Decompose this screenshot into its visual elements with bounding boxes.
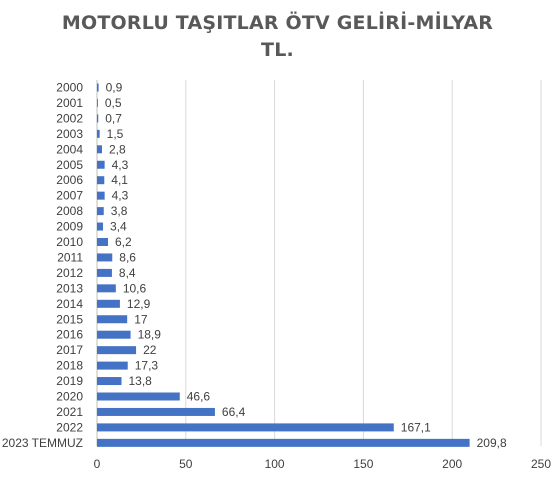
- category-label-12: 2012: [56, 266, 83, 280]
- bar-2004: [97, 145, 102, 154]
- value-label-6: 4,1: [111, 173, 128, 187]
- bar-2005: [97, 160, 105, 169]
- value-label-1: 0,5: [105, 96, 122, 110]
- value-label-16: 18,9: [138, 328, 162, 342]
- category-label-17: 2017: [56, 343, 83, 357]
- bar-2002: [97, 114, 99, 123]
- category-label-5: 2005: [56, 158, 83, 172]
- bar-2013: [97, 284, 116, 293]
- x-tick-label-1: 50: [179, 457, 193, 471]
- value-label-22: 167,1: [401, 420, 431, 434]
- value-label-21: 66,4: [222, 405, 246, 419]
- bar-2023-temmuz: [97, 438, 470, 447]
- category-label-6: 2006: [56, 173, 83, 187]
- value-label-14: 12,9: [127, 297, 151, 311]
- category-label-14: 2014: [56, 297, 83, 311]
- bar-2010: [97, 238, 109, 246]
- category-label-21: 2021: [56, 405, 83, 419]
- value-label-13: 10,6: [123, 281, 147, 295]
- bar-2012: [97, 268, 112, 277]
- bar-2021: [97, 407, 215, 416]
- category-label-20: 2020: [56, 390, 83, 404]
- value-label-12: 8,4: [119, 266, 136, 280]
- category-label-10: 2010: [56, 235, 83, 249]
- bar-2003: [97, 129, 100, 138]
- category-label-7: 2007: [56, 189, 83, 203]
- bar-2001: [97, 98, 98, 107]
- bar-2022: [97, 423, 394, 432]
- value-label-5: 4,3: [112, 158, 129, 172]
- category-label-18: 2018: [56, 359, 83, 373]
- value-label-0: 0,9: [106, 81, 123, 95]
- value-label-8: 3,8: [111, 204, 128, 218]
- bar-2007: [97, 191, 105, 200]
- x-tick-label-4: 200: [442, 457, 462, 471]
- category-label-16: 2016: [56, 328, 83, 342]
- bar-2017: [97, 346, 137, 355]
- x-tick-label-5: 250: [531, 457, 551, 471]
- bar-2009: [97, 222, 104, 231]
- category-label-13: 2013: [56, 281, 83, 295]
- x-tick-label-3: 150: [353, 457, 373, 471]
- bar-2018: [97, 361, 128, 370]
- value-label-11: 8,6: [119, 250, 136, 264]
- x-tick-label-0: 0: [94, 457, 101, 471]
- value-label-18: 17,3: [135, 359, 159, 373]
- value-label-19: 13,8: [129, 374, 153, 388]
- chart-title-line-1: MOTORLU TAŞITLAR ÖTV GELİRİ-MİLYAR: [61, 12, 494, 34]
- value-label-9: 3,4: [110, 220, 127, 234]
- bar-2020: [97, 392, 180, 401]
- category-label-19: 2019: [56, 374, 83, 388]
- category-label-15: 2015: [56, 312, 83, 326]
- x-tick-label-2: 100: [265, 457, 285, 471]
- category-label-8: 2008: [56, 204, 83, 218]
- bar-2016: [97, 330, 131, 339]
- bar-2014: [97, 299, 120, 308]
- bar-2000: [97, 83, 99, 92]
- bar-2011: [97, 253, 113, 262]
- value-label-17: 22: [143, 343, 157, 357]
- bar-2006: [97, 176, 105, 185]
- category-label-9: 2009: [56, 220, 83, 234]
- category-label-2: 2002: [56, 111, 83, 125]
- chart-title-line-2: TL.: [261, 39, 294, 61]
- value-label-15: 17: [134, 312, 148, 326]
- value-label-2: 0,7: [105, 111, 122, 125]
- value-label-7: 4,3: [112, 189, 129, 203]
- category-label-1: 2001: [56, 96, 83, 110]
- value-label-3: 1,5: [107, 127, 124, 141]
- value-label-23: 209,8: [477, 436, 507, 450]
- category-label-4: 2004: [56, 142, 83, 156]
- bar-2015: [97, 315, 128, 324]
- value-label-10: 6,2: [115, 235, 132, 249]
- category-label-11: 2011: [57, 250, 83, 264]
- value-label-4: 2,8: [109, 142, 126, 156]
- value-label-20: 46,6: [187, 390, 211, 404]
- category-label-22: 2022: [56, 420, 83, 434]
- category-label-0: 2000: [56, 81, 83, 95]
- bar-2019: [97, 377, 122, 386]
- category-label-3: 2003: [56, 127, 83, 141]
- bar-2008: [97, 207, 104, 216]
- category-label-23: 2023 TEMMUZ: [2, 436, 83, 450]
